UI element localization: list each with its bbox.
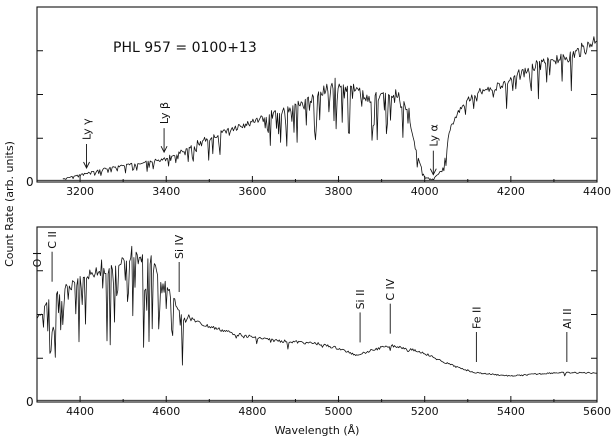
x-tick-label: 4200: [497, 185, 525, 198]
x-tick-label: 5200: [411, 405, 439, 418]
line-annotation: Al II: [561, 308, 574, 362]
x-tick-label: 4600: [152, 405, 180, 418]
top-panel-title: PHL 957 = 0100+13: [113, 40, 257, 56]
x-tick-label: 4800: [238, 405, 266, 418]
x-tick-label: 3400: [152, 185, 180, 198]
annotation-label: O I: [31, 252, 44, 267]
annotation-label: Al II: [561, 308, 574, 329]
annotation-label: Ly α: [427, 124, 440, 146]
x-tick-label: 3800: [325, 185, 353, 198]
annotation-arrowhead: [160, 145, 168, 154]
annotation-label: Si II: [354, 289, 367, 309]
top-panel: PHL 957 = 0100+13 3200 3400 3600 3800 4000 42…: [26, 6, 611, 198]
x-tick-label: 5000: [325, 405, 353, 418]
line-annotation: Ly γ: [81, 118, 94, 170]
x-tick-label: 4400: [583, 185, 611, 198]
bottom-panel: 4400 4600 4800 5000 5200 5400 5600 O IC II Si I…: [26, 226, 611, 418]
x-tick-label: 3200: [66, 185, 94, 198]
annotation-label: Fe II: [470, 307, 483, 329]
annotation-arrowhead: [429, 168, 437, 176]
top-y-ticks: [37, 50, 597, 139]
top-spectrum-line: [62, 36, 598, 181]
line-annotation: Ly α: [427, 124, 440, 176]
line-annotation: O I: [31, 252, 44, 301]
top-zero-label: 0: [26, 175, 34, 189]
line-annotation: C II: [46, 231, 59, 282]
x-tick-label: 3600: [238, 185, 266, 198]
line-annotation: Fe II: [470, 307, 483, 362]
bottom-x-ticks: 4400 4600 4800 5000 5200 5400 5600: [66, 396, 611, 418]
top-annotations: Ly γ Ly β Ly α: [81, 102, 440, 176]
x-tick-label: 4400: [66, 405, 94, 418]
x-tick-label: 4000: [411, 185, 439, 198]
bottom-zero-label: 0: [26, 395, 34, 409]
annotation-label: Ly β: [158, 102, 171, 124]
line-annotation: Si II: [354, 289, 367, 343]
y-axis-label: Count Rate (arb. units): [3, 141, 16, 267]
line-annotation: C IV: [384, 278, 397, 334]
x-tick-label: 5600: [583, 405, 611, 418]
annotation-label: C II: [46, 231, 59, 249]
line-annotation: Ly β: [158, 102, 171, 154]
bottom-annotations: O IC II Si IV Si II C IV Fe II Al II: [31, 231, 574, 362]
x-axis-label: Wavelength (Å): [275, 424, 360, 437]
top-x-ticks: 3200 3400 3600 3800 4000 4200 4400: [66, 176, 611, 198]
top-panel-frame: [36, 6, 598, 183]
x-tick-label: 5400: [497, 405, 525, 418]
annotation-label: Si IV: [173, 234, 186, 259]
line-annotation: Si IV: [173, 234, 186, 292]
bottom-panel-frame: [36, 226, 598, 403]
bottom-spectrum-line: [36, 245, 597, 377]
annotation-label: Ly γ: [81, 118, 94, 140]
annotation-arrowhead: [83, 161, 90, 170]
annotation-label: C IV: [384, 278, 397, 300]
